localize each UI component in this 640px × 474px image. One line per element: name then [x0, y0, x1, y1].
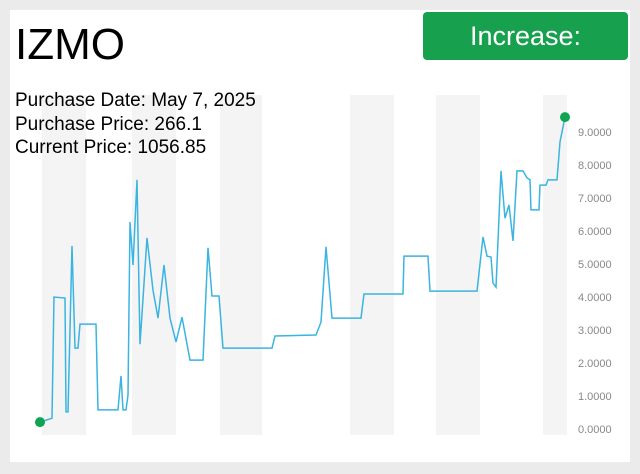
band [132, 95, 176, 435]
band [220, 95, 262, 435]
bands [42, 95, 567, 435]
purchase-date: Purchase Date: May 7, 2025 [15, 90, 256, 111]
band [436, 95, 480, 435]
y-tick-label: 1.0000 [578, 391, 612, 403]
y-tick-label: 8.0000 [578, 160, 612, 172]
ticker: IZMO [15, 20, 125, 69]
increase-badge: Increase: 297.2% [423, 12, 628, 99]
y-tick-label: 6.0000 [578, 226, 612, 238]
purchase-price: Purchase Price: 266.1 [15, 114, 202, 135]
y-tick-label: 4.0000 [578, 292, 612, 304]
card [10, 10, 630, 462]
current-price: Current Price: 1056.85 [15, 137, 207, 158]
y-tick-label: 2.0000 [578, 358, 612, 370]
y-tick-label: 0.0000 [578, 424, 612, 436]
y-tick-label: 9.0000 [578, 127, 612, 139]
band [350, 95, 394, 435]
y-tick-label: 7.0000 [578, 193, 612, 205]
endpoint-marker [35, 417, 45, 428]
y-tick-label: 3.0000 [578, 325, 612, 337]
band [543, 95, 567, 435]
y-tick-label: 5.0000 [578, 259, 612, 271]
price-line [39, 116, 566, 423]
band [42, 95, 86, 435]
endpoint-marker [560, 112, 570, 123]
